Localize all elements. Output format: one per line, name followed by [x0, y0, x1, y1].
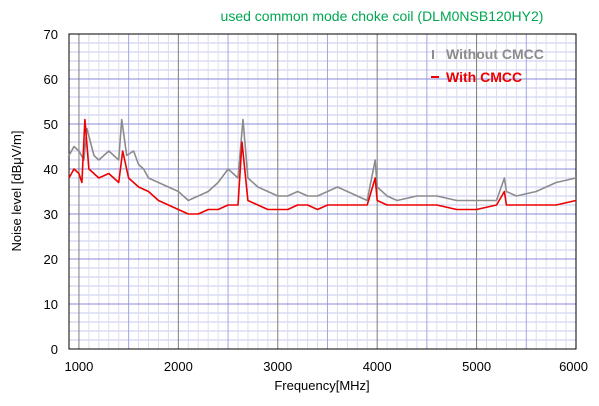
x-tick-label: 5000 [462, 359, 491, 374]
x-tick-label: 6000 [559, 359, 588, 374]
x-tick-label: 4000 [363, 359, 392, 374]
y-tick-label: 20 [44, 252, 58, 267]
y-tick-label: 40 [44, 162, 58, 177]
chart-title: used common mode choke coil (DLM0NSB120H… [221, 8, 544, 24]
y-tick-label: 60 [44, 72, 58, 87]
legend-label-without-cmcc: Without CMCC [446, 46, 544, 62]
y-tick-label: 50 [44, 117, 58, 132]
y-tick-label: 30 [44, 207, 58, 222]
legend-label-with-cmcc: With CMCC [446, 69, 522, 85]
series-layer [68, 118, 577, 215]
x-axis-label: Frequency[MHz] [274, 378, 369, 393]
y-tick-label: 0 [51, 342, 58, 357]
y-tick-label: 10 [44, 297, 58, 312]
x-tick-label: 1000 [64, 359, 93, 374]
y-tick-label: 70 [44, 27, 58, 42]
legend: Without CMCC With CMCC [431, 46, 544, 85]
x-tick-label: 3000 [263, 359, 292, 374]
series-line-without-cmcc [68, 118, 577, 202]
plot-area-border [68, 33, 577, 350]
series-line-with-cmcc [68, 118, 577, 215]
x-tick-label: 2000 [164, 359, 193, 374]
tick-labels: 0 10 20 30 40 50 60 70 1000 2000 3000 4000 5000 6000 [44, 27, 588, 374]
y-axis-label: Noise level [dBμV/m] [9, 131, 24, 252]
grid [69, 34, 576, 349]
